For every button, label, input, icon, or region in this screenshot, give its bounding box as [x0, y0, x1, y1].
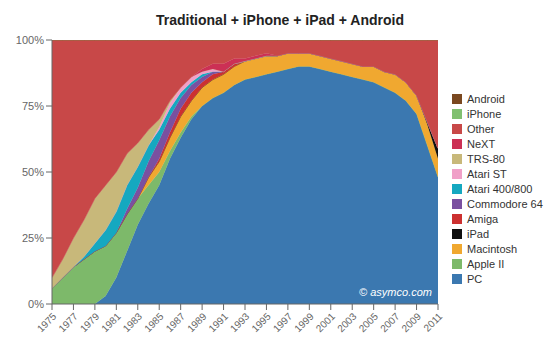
svg-text:100%: 100%	[16, 34, 44, 46]
svg-text:1997: 1997	[271, 310, 295, 334]
html-text:Commodore 64: Commodore 64	[467, 197, 543, 210]
svg-text:50%: 50%	[22, 166, 44, 178]
svg-text:2009: 2009	[399, 310, 423, 334]
svg-text:1975: 1975	[35, 310, 59, 334]
svg-text:1983: 1983	[121, 310, 145, 334]
svg-text:2007: 2007	[378, 310, 402, 334]
svg-text:1985: 1985	[142, 310, 166, 334]
svg-text:1979: 1979	[78, 310, 102, 334]
svg-text:1989: 1989	[185, 310, 209, 334]
svg-text:0%: 0%	[28, 298, 44, 310]
svg-text:1987: 1987	[164, 310, 188, 334]
html-text:Atari 400/800: Atari 400/800	[467, 182, 533, 195]
html-text:Other: Other	[467, 122, 495, 135]
svg-text:1977: 1977	[56, 310, 80, 334]
html-text:Amiga: Amiga	[467, 212, 499, 225]
html-text:Traditional + iPhone + iPad +: Traditional + iPhone + iPad + Android	[156, 12, 404, 28]
svg-text:2005: 2005	[357, 310, 381, 334]
html-text:Android: Android	[467, 92, 505, 105]
svg-text:2003: 2003	[335, 310, 359, 334]
svg-text:2011: 2011	[421, 310, 444, 333]
html-text:PC: PC	[467, 272, 483, 285]
html-text:NeXT: NeXT	[467, 137, 496, 150]
html-text:Macintosh: Macintosh	[467, 242, 518, 255]
html-text:Atari ST: Atari ST	[467, 167, 507, 180]
svg-text:1981: 1981	[99, 310, 123, 334]
svg-text:75%: 75%	[22, 100, 44, 112]
html-text:iPhone: iPhone	[467, 107, 502, 120]
html-text:Apple II: Apple II	[467, 257, 505, 270]
svg-text:1993: 1993	[228, 310, 252, 334]
svg-text:2001: 2001	[314, 310, 338, 334]
html-text:© asymco.com: © asymco.com	[359, 286, 432, 298]
svg-text:1995: 1995	[249, 310, 273, 334]
html-text:iPad: iPad	[467, 227, 489, 240]
svg-text:1999: 1999	[292, 310, 316, 334]
svg-text:25%: 25%	[22, 232, 44, 244]
svg-text:1991: 1991	[206, 310, 230, 334]
html-text:TRS-80: TRS-80	[467, 152, 505, 165]
